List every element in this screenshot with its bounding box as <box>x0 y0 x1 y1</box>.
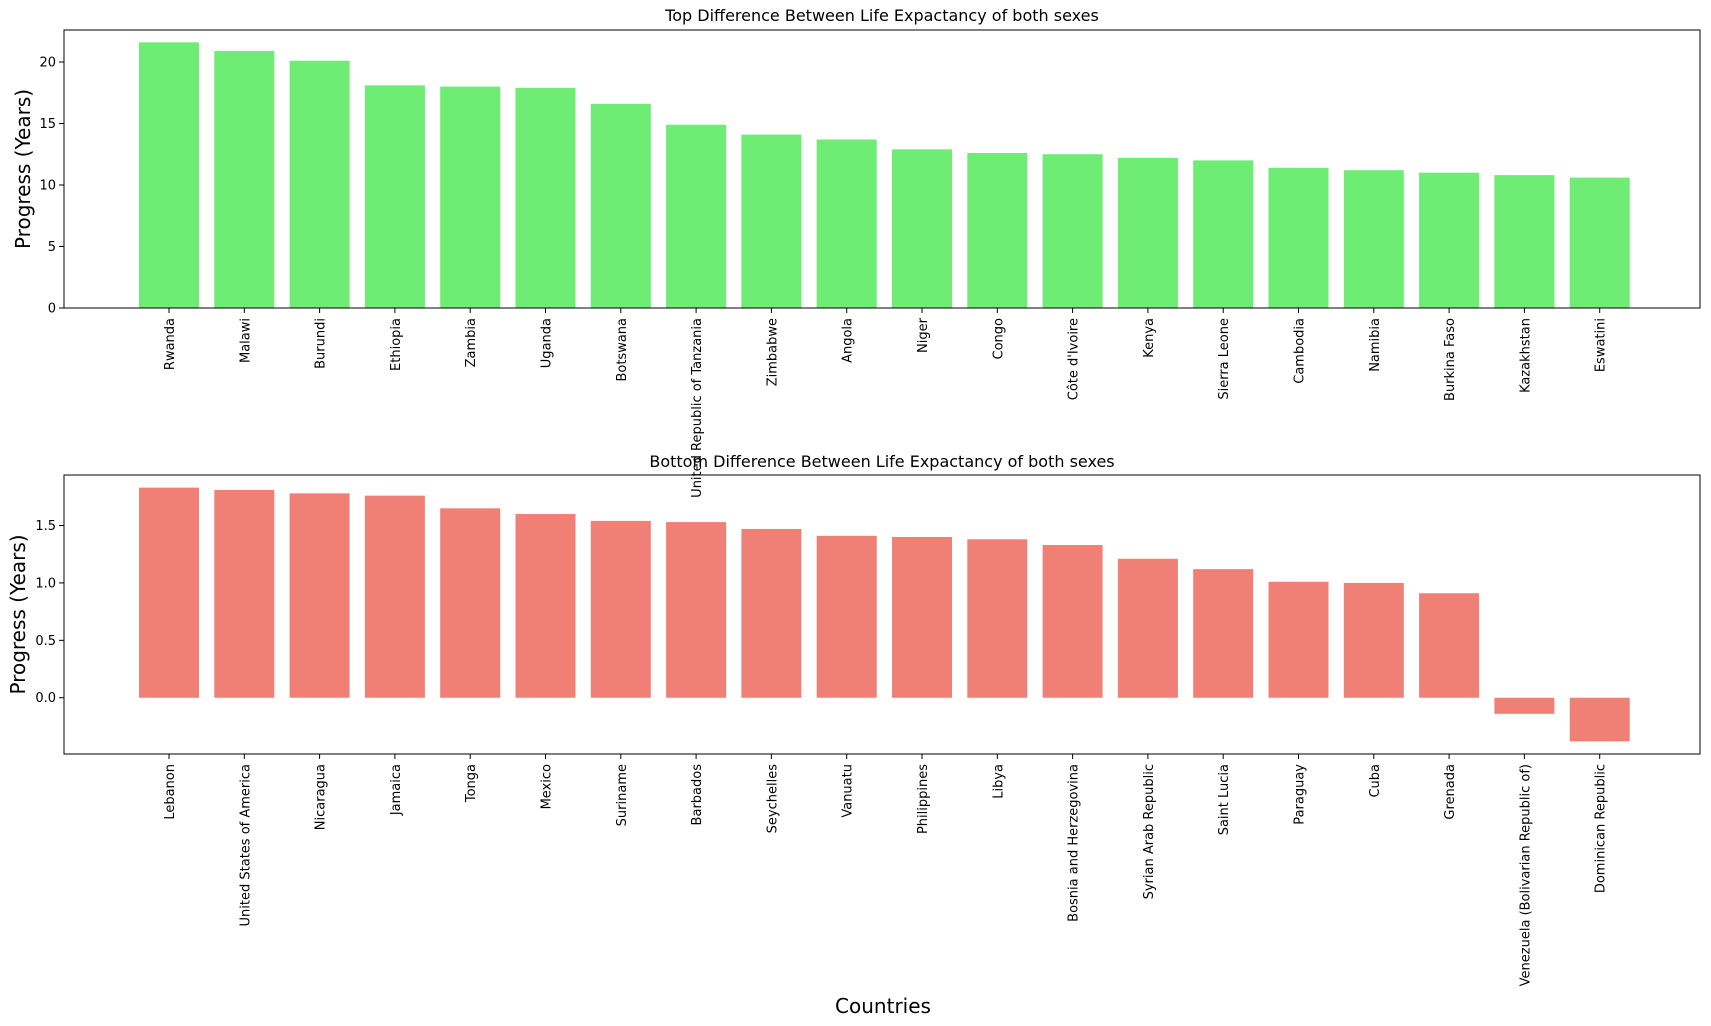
y-axis-label: Progress (Years) <box>11 89 35 249</box>
bar <box>590 520 651 698</box>
x-tick-label: Congo <box>991 318 1006 360</box>
bar <box>666 124 727 308</box>
x-tick-label: Eswatini <box>1594 318 1609 372</box>
bar <box>364 495 425 698</box>
x-tick-label: United States of America <box>238 764 253 926</box>
plot-frame <box>63 474 1701 755</box>
x-tick-label: Cambodia <box>1293 318 1308 384</box>
x-tick-label: Vanuatu <box>841 764 856 818</box>
x-tick-label: Botswana <box>615 318 630 382</box>
y-tick-label: 15 <box>39 117 56 132</box>
x-tick-label: Jamaica <box>389 764 404 816</box>
x-axis-label: Countries <box>835 994 931 1018</box>
x-tick-label: Cuba <box>1368 764 1383 798</box>
bar <box>816 535 877 698</box>
top-chart: Top Difference Between Life Expactancy o… <box>11 6 1701 498</box>
x-tick-label: Lebanon <box>163 764 178 820</box>
bar <box>1419 593 1480 698</box>
bar <box>892 149 952 308</box>
bottom-chart: Bottom Difference Between Life Expactanc… <box>6 452 1701 986</box>
x-tick-label: Nicaragua <box>314 764 329 830</box>
x-tick-label: Tonga <box>464 764 479 803</box>
bar <box>214 489 275 698</box>
x-tick-label: Kazakhstan <box>1518 318 1533 393</box>
x-tick-label: Uganda <box>540 318 555 368</box>
bar <box>967 153 1028 308</box>
bar <box>1042 545 1103 698</box>
y-tick-label: 0 <box>48 302 56 317</box>
bar <box>515 87 576 309</box>
chart-title: Bottom Difference Between Life Expactanc… <box>649 452 1114 471</box>
bar <box>515 514 576 698</box>
bar <box>1494 175 1555 308</box>
bar <box>1268 581 1329 698</box>
bar <box>741 134 802 308</box>
bar <box>214 50 275 309</box>
bar <box>1193 569 1254 698</box>
y-tick-label: 1.5 <box>35 519 56 534</box>
x-tick-label: Bosnia and Herzegovina <box>1067 764 1082 922</box>
bar <box>967 539 1028 698</box>
bar <box>1569 177 1630 308</box>
bar <box>289 493 350 698</box>
bar <box>1419 172 1480 308</box>
y-tick-label: 0.5 <box>35 634 56 649</box>
y-tick-label: 10 <box>39 178 56 193</box>
bar <box>1117 558 1178 698</box>
x-tick-label: Zambia <box>464 318 479 367</box>
bar <box>440 86 501 308</box>
x-tick-label: Saint Lucia <box>1217 764 1232 835</box>
x-tick-label: Suriname <box>615 764 630 826</box>
bar <box>892 537 952 698</box>
bar <box>1042 154 1103 308</box>
bar <box>666 522 727 698</box>
x-tick-label: Zimbabwe <box>765 318 780 386</box>
x-tick-label: Grenada <box>1443 764 1458 820</box>
x-tick-label: Angola <box>841 318 856 363</box>
x-tick-label: Burundi <box>314 318 329 369</box>
x-tick-label: United Republic of Tanzania <box>690 318 705 498</box>
bar <box>289 60 350 308</box>
x-tick-label: Malawi <box>238 318 253 363</box>
bar <box>1343 582 1404 698</box>
x-tick-label: Sierra Leone <box>1217 318 1232 400</box>
x-tick-label: Mexico <box>540 764 555 809</box>
x-tick-label: Paraguay <box>1293 764 1308 825</box>
x-tick-label: Namibia <box>1368 318 1383 372</box>
bar <box>741 528 802 698</box>
plot-frame <box>63 29 1701 309</box>
y-tick-label: 5 <box>48 240 56 255</box>
y-axis-label: Progress (Years) <box>6 534 30 694</box>
bar <box>1193 160 1254 308</box>
chart-title: Top Difference Between Life Expactancy o… <box>664 6 1099 25</box>
x-tick-label: Barbados <box>690 764 705 826</box>
x-tick-label: Niger <box>916 317 931 353</box>
bar <box>364 85 425 309</box>
y-tick-label: 1.0 <box>35 576 56 591</box>
y-tick-label: 20 <box>39 55 56 70</box>
x-tick-label: Philippines <box>916 764 931 834</box>
x-tick-label: Dominican Republic <box>1594 764 1609 893</box>
bar <box>440 508 501 698</box>
bar <box>139 42 199 309</box>
bar <box>816 139 877 308</box>
x-tick-label: Kenya <box>1142 318 1157 358</box>
bar <box>139 487 199 698</box>
bar <box>590 103 651 308</box>
x-tick-label: Venezuela (Bolivarian Republic of) <box>1518 764 1533 986</box>
y-tick-label: 0.0 <box>35 691 56 706</box>
x-tick-label: Côte d'Ivoire <box>1067 318 1082 400</box>
x-tick-label: Burkina Faso <box>1443 318 1458 401</box>
x-tick-label: Syrian Arab Republic <box>1142 764 1157 899</box>
x-tick-label: Libya <box>991 764 1006 799</box>
x-tick-label: Rwanda <box>163 318 178 370</box>
x-tick-label: Seychelles <box>765 764 780 834</box>
bar <box>1494 697 1555 714</box>
bar <box>1117 157 1178 308</box>
x-tick-label: Ethiopia <box>389 318 404 371</box>
bar <box>1343 170 1404 308</box>
bar <box>1268 167 1329 308</box>
bar <box>1569 697 1630 742</box>
